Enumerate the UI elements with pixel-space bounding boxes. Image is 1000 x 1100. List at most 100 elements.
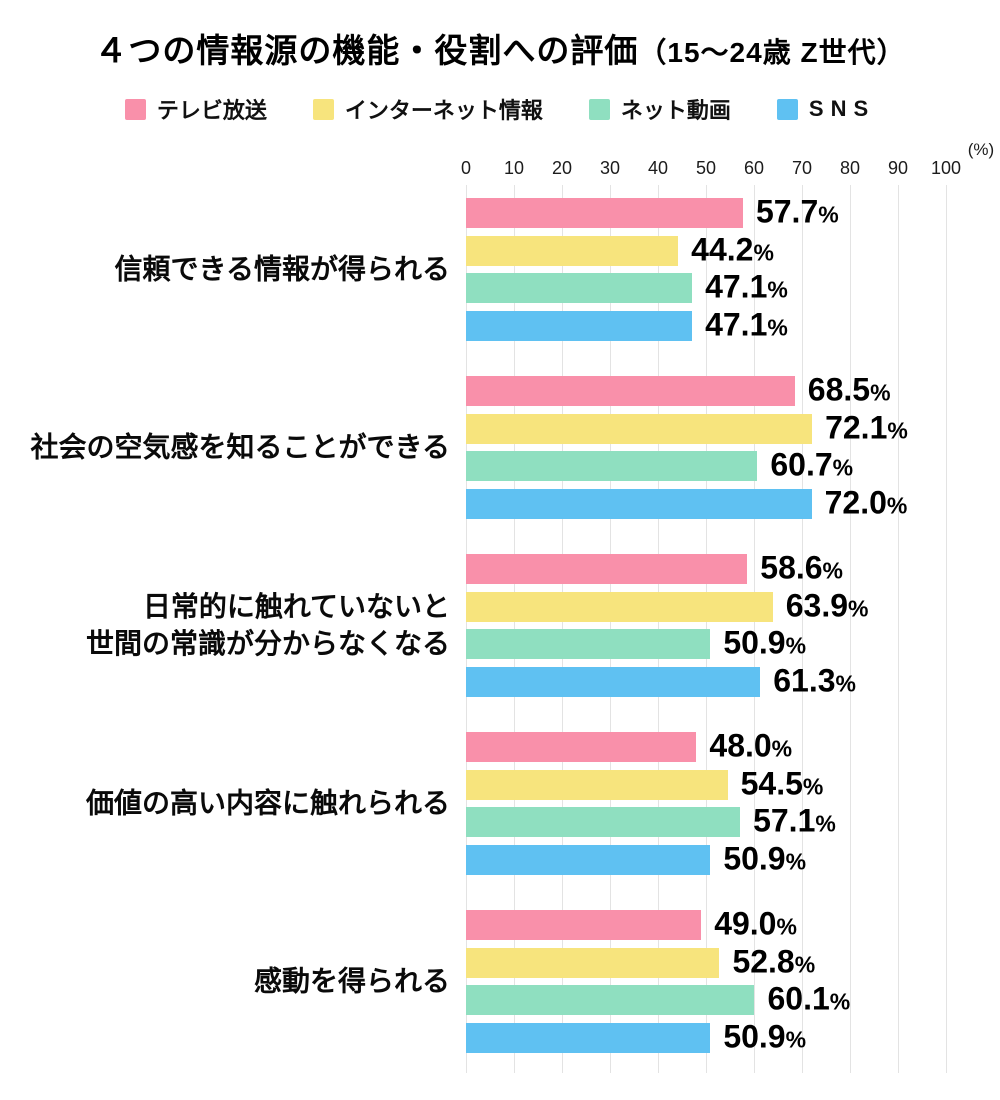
bar-value-number: 68.5 <box>807 371 871 408</box>
bar-value-number: 63.9 <box>785 587 848 623</box>
bar <box>466 488 812 519</box>
bar-value-percent-sign: % <box>818 201 839 228</box>
chart-title-suffix: （15～24歳 Z世代） <box>638 37 906 68</box>
category-label: 日常的に触れていないと世間の常識が分からなくなる <box>0 588 450 662</box>
bar-value-label: 49.0% <box>714 905 797 942</box>
bar-value-number: 60.7 <box>770 446 833 483</box>
bar <box>466 769 728 800</box>
bar-value-number: 72.1 <box>825 409 888 445</box>
bar <box>466 844 711 875</box>
axis-tick-label: 0 <box>460 158 471 178</box>
bar-value-number: 60.1 <box>767 980 830 1017</box>
bar-value-label: 47.1% <box>705 306 788 342</box>
bar <box>466 666 761 697</box>
bar <box>466 629 711 659</box>
bar-value-percent-sign: % <box>771 735 793 762</box>
chart-legend: テレビ放送 インターネット情報 ネット動画 SNS <box>0 93 1000 125</box>
bar <box>466 273 693 303</box>
category-label-line: 価値の高い内容に触れられる <box>85 787 450 819</box>
gridline <box>802 185 803 1073</box>
category-label-line: 社会の空気感を知ることができる <box>30 431 450 463</box>
legend-item-1: インターネット情報 <box>312 93 543 125</box>
bar <box>466 554 748 584</box>
category-label: 価値の高い内容に触れられる <box>0 785 450 822</box>
bar <box>466 985 755 1015</box>
axis-tick-label: 60 <box>743 158 765 178</box>
bar <box>466 310 693 341</box>
axis-unit-label: (%) <box>967 140 995 159</box>
bar-value-number: 44.2 <box>691 231 754 267</box>
axis-tick-label: 20 <box>551 158 573 178</box>
bar-value-number: 57.7 <box>755 193 819 230</box>
category-label-line: 世間の常識が分からなくなる <box>85 628 450 660</box>
bar-value-label: 60.1% <box>767 980 851 1017</box>
legend-label: SNS <box>808 96 876 121</box>
legend-item-2: ネット動画 <box>588 93 731 125</box>
bar <box>466 376 795 406</box>
bar-value-percent-sign: % <box>848 595 869 621</box>
bar-value-percent-sign: % <box>802 773 824 799</box>
bar-value-number: 48.0 <box>709 727 772 764</box>
axis-tick-label: 70 <box>791 158 813 178</box>
bar-value-number: 52.8 <box>732 943 795 979</box>
legend-item-0: テレビ放送 <box>124 93 267 125</box>
bar-value-number: 57.1 <box>753 802 816 839</box>
bar-value-label: 44.2% <box>691 231 774 267</box>
bar-value-number: 61.3 <box>773 662 836 698</box>
bar-value-label: 48.0% <box>709 727 793 764</box>
legend-label: テレビ放送 <box>156 98 267 123</box>
bar-value-percent-sign: % <box>829 988 851 1015</box>
bar <box>466 198 743 228</box>
legend-swatch-icon <box>124 98 146 120</box>
category-label: 社会の空気感を知ることができる <box>0 429 450 466</box>
bar-value-percent-sign: % <box>785 1026 807 1052</box>
bar-value-percent-sign: % <box>785 632 807 659</box>
axis-tick-label: 90 <box>887 158 909 178</box>
bar <box>466 732 697 762</box>
category-label-line: 日常的に触れていないと <box>142 591 450 623</box>
bar-value-percent-sign: % <box>870 379 891 406</box>
bar-value-label: 68.5% <box>807 371 891 408</box>
axis-tick-label: 80 <box>839 158 861 178</box>
bar-value-percent-sign: % <box>835 670 856 696</box>
bar-value-label: 47.1% <box>705 268 788 305</box>
bar-value-label: 50.9% <box>723 1018 807 1054</box>
bar-value-label: 50.9% <box>723 624 807 661</box>
axis-tick-label: 40 <box>647 158 669 178</box>
bar-value-number: 47.1 <box>705 306 768 342</box>
legend-swatch-icon <box>312 98 334 120</box>
legend-item-3: SNS <box>776 96 876 122</box>
bar-value-label: 58.6% <box>760 549 843 586</box>
bar-value-percent-sign: % <box>832 454 854 481</box>
bar-value-label: 72.0% <box>825 486 908 520</box>
bar-value-number: 50.9 <box>723 624 786 661</box>
bar-value-percent-sign: % <box>794 951 816 977</box>
bar-value-number: 47.1 <box>705 268 768 305</box>
bar-value-percent-sign: % <box>886 492 908 518</box>
bar-value-percent-sign: % <box>822 557 843 584</box>
bar-value-number: 49.0 <box>714 905 777 942</box>
axis-tick-label: 50 <box>695 158 717 178</box>
category-label-line: 感動を得られる <box>253 965 450 997</box>
bar-value-percent-sign: % <box>785 848 807 874</box>
bar <box>466 451 758 481</box>
bar-value-number: 50.9 <box>723 1018 786 1054</box>
bar <box>466 235 679 266</box>
bar-value-label: 72.1% <box>825 409 908 445</box>
bar-value-percent-sign: % <box>815 810 836 837</box>
bar-value-label: 54.5% <box>740 765 824 801</box>
gridline <box>946 185 947 1073</box>
category-label: 感動を得られる <box>0 963 450 1000</box>
bar-value-label: 50.9% <box>723 842 807 876</box>
bar-value-percent-sign: % <box>887 417 908 443</box>
category-label: 信頼できる情報が得られる <box>0 251 450 288</box>
legend-swatch-icon <box>588 98 610 120</box>
bar <box>466 413 813 444</box>
bar-value-number: 58.6 <box>760 549 823 586</box>
bar <box>466 947 720 978</box>
bar <box>466 1022 711 1053</box>
bar-value-number: 54.5 <box>740 765 803 801</box>
bar-value-percent-sign: % <box>776 913 797 940</box>
bar-value-label: 60.7% <box>770 446 854 483</box>
bar-value-percent-sign: % <box>753 239 774 265</box>
